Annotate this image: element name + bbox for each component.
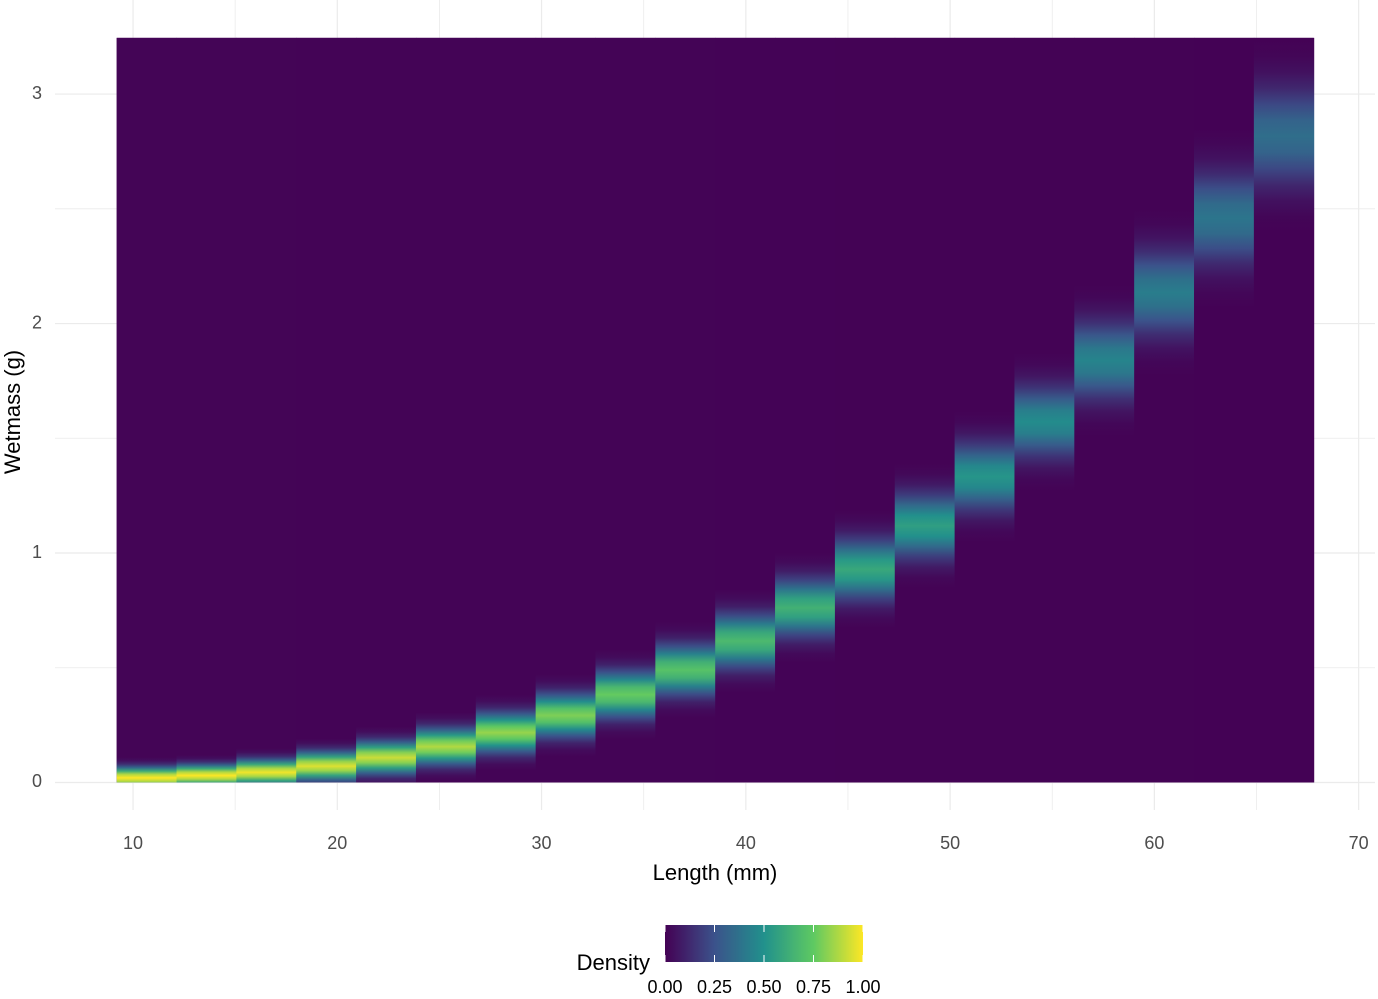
x-tick-label: 70 <box>1349 833 1369 853</box>
density-column <box>1074 37 1135 783</box>
y-tick-label: 3 <box>32 83 42 103</box>
legend-tick-label: 0.00 <box>647 977 682 997</box>
density-column <box>954 37 1015 783</box>
legend-tick-label: 0.75 <box>796 977 831 997</box>
density-column <box>595 37 656 783</box>
x-tick-label: 60 <box>1144 833 1164 853</box>
density-column <box>834 37 896 783</box>
x-tick-label: 50 <box>940 833 960 853</box>
x-tick-label: 10 <box>123 833 143 853</box>
density-column <box>475 37 537 783</box>
x-tick-label: 30 <box>532 833 552 853</box>
density-column <box>535 37 597 783</box>
density-column <box>715 37 776 783</box>
density-column <box>1134 37 1195 783</box>
density-column <box>236 37 297 783</box>
density-column <box>176 37 237 783</box>
y-tick-label: 2 <box>32 312 42 332</box>
y-tick-label: 0 <box>32 771 42 791</box>
legend-tick-label: 0.50 <box>746 977 781 997</box>
y-axis-title: Wetmass (g) <box>0 350 25 474</box>
x-axis-title: Length (mm) <box>653 860 778 885</box>
density-column <box>356 37 417 783</box>
legend-title: Density <box>577 950 650 975</box>
density-column <box>1253 37 1315 783</box>
density-column <box>655 37 716 783</box>
x-tick-label: 20 <box>327 833 347 853</box>
density-column <box>894 37 956 783</box>
density-column <box>296 37 357 783</box>
density-column <box>116 37 178 783</box>
density-column <box>1014 37 1075 783</box>
density-column <box>775 37 836 783</box>
x-tick-label: 40 <box>736 833 756 853</box>
legend-tick-label: 1.00 <box>845 977 880 997</box>
legend-tick-label: 0.25 <box>697 977 732 997</box>
density-column <box>415 37 477 783</box>
y-tick-label: 1 <box>32 542 42 562</box>
density-column <box>1194 37 1255 783</box>
